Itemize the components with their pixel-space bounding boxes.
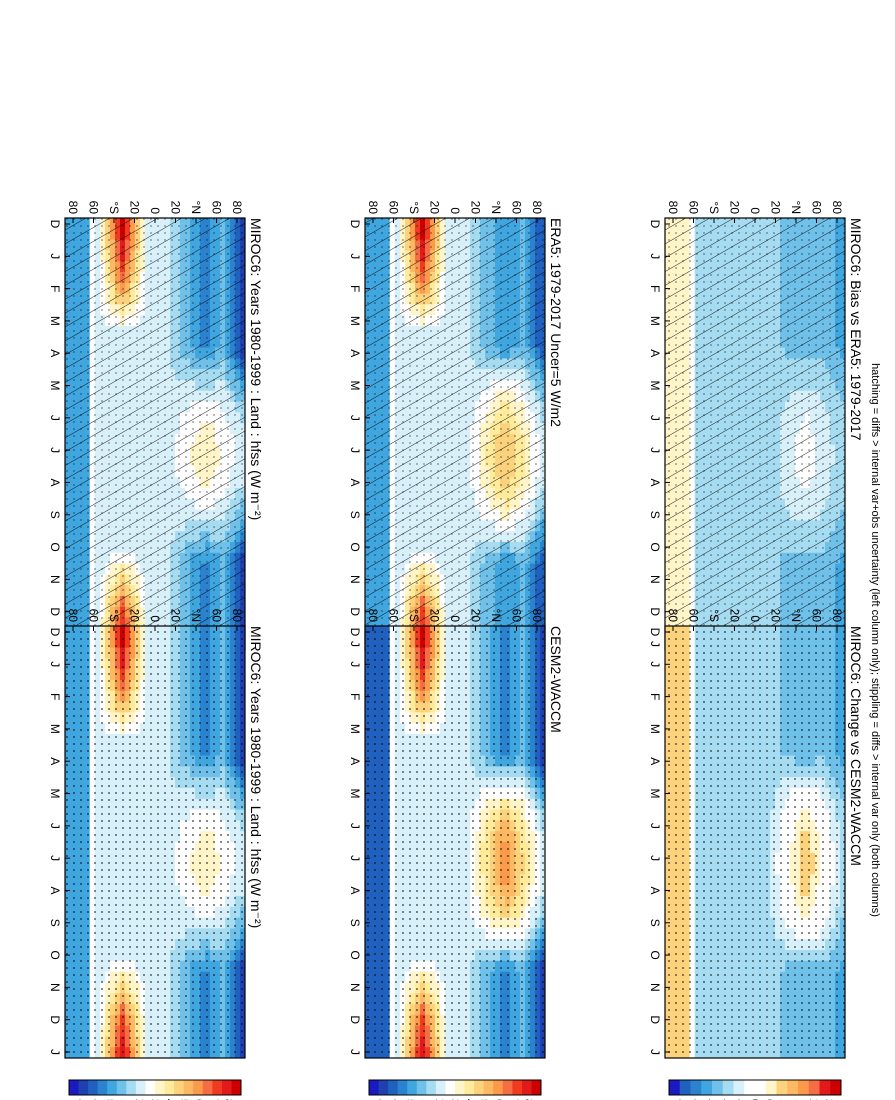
colorbar-segment [183,1080,194,1095]
colorbar-segment [202,1080,213,1095]
x-tick-label: D [348,220,362,229]
y-tick-label: 0 [148,615,162,622]
y-tick-label: 20 [169,201,183,215]
x-tick-label: M [48,724,62,734]
panel-title: ERA5: 1979-2017 Uncer=5 W/m2 [548,218,564,427]
colorbar-segment [145,1080,155,1095]
y-tick-label: °N [189,201,203,214]
x-tick-label: J [348,415,362,421]
x-tick-label: F [48,693,62,700]
panel-title: MIROC6: Years 1980-1999 : Land : hfss (W… [248,626,264,928]
y-tick-label: 80 [66,201,80,215]
colorbar-segment [68,1080,79,1095]
x-tick-label: O [48,950,62,959]
y-tick-label: 60 [387,201,401,215]
colorbar-segment [97,1080,108,1095]
y-tick-label: 60 [87,609,101,623]
y-tick-label: 20 [169,609,183,623]
colorbar-segment [154,1080,165,1095]
y-tick-label: 80 [230,201,244,215]
x-tick-label: M [48,316,62,326]
y-tick-label: °S [407,201,421,214]
y-tick-label: °N [189,609,203,622]
x-tick-label: D [48,1015,62,1024]
x-tick-label: D [348,607,362,616]
x-tick-label: J [48,661,62,667]
colorbar-segment [164,1080,175,1095]
x-tick-label: M [48,789,62,799]
panel-cesm2: CESM2-WACCMDJFMAMJJASONDJ8060°N20020°S60… [348,609,564,1100]
x-tick-label: O [348,542,362,551]
x-tick-label: J [48,415,62,421]
y-tick-label: °S [107,609,121,622]
y-tick-label: 60 [510,201,524,215]
y-tick-label: 80 [230,609,244,623]
x-tick-label: J [48,641,62,647]
x-tick-label: J [348,641,362,647]
colorbar-segment [221,1080,232,1095]
colorbar-segment [231,1080,241,1095]
colorbar-segment [192,1080,203,1095]
y-tick-label: 60 [210,609,224,623]
x-tick-label: M [48,381,62,391]
x-tick-label: S [48,511,62,519]
y-tick-label: 20 [128,609,142,623]
y-tick-label: 80 [366,201,380,215]
stippling-overlay [365,218,545,650]
x-tick-label: S [348,511,362,519]
colorbar-segment [87,1080,98,1095]
x-tick-label: A [48,757,62,765]
x-tick-label: J [48,253,62,259]
y-tick-label: °N [489,201,503,214]
y-tick-label: 60 [210,201,224,215]
y-tick-label: °S [107,201,121,214]
x-tick-label: A [48,886,62,894]
x-tick-label: A [348,478,362,486]
x-tick-label: D [48,628,62,637]
colorbar-segment [78,1080,89,1095]
y-tick-label: 0 [448,207,462,214]
x-tick-label: F [348,285,362,292]
x-tick-label: A [348,349,362,357]
x-tick-label: A [48,478,62,486]
x-tick-label: J [48,1049,62,1055]
rotated-figure-group: MIROC6: Years 1980-1999 : Land : hfss (W… [48,201,881,1100]
stippling-overlay [65,626,245,1058]
colorbar-segment [106,1080,117,1095]
y-tick-label: 20 [469,201,483,215]
x-tick-label: J [48,855,62,861]
colorbar-segment [135,1080,146,1095]
x-tick-label: O [48,542,62,551]
colorbar-segment [173,1080,184,1095]
y-tick-label: 20 [128,201,142,215]
y-tick-label: 80 [66,609,80,623]
colorbar-segment [116,1080,127,1095]
stippling-overlay [65,218,245,650]
panel-title: MIROC6: Years 1980-1999 : Land : hfss (W… [248,218,264,520]
x-tick-label: A [48,349,62,357]
x-tick-label: D [48,220,62,229]
x-tick-label: N [348,575,362,584]
y-tick-label: 0 [148,207,162,214]
panel-miroc6-abs-2: MIROC6: Years 1980-1999 : Land : hfss (W… [48,609,264,1100]
x-tick-label: J [48,823,62,829]
y-tick-label: 60 [87,201,101,215]
x-tick-label: M [348,381,362,391]
x-tick-label: D [48,607,62,616]
x-tick-label: N [48,575,62,584]
x-tick-label: J [48,447,62,453]
x-tick-label: S [48,919,62,927]
y-tick-label: 20 [428,201,442,215]
x-tick-label: F [48,285,62,292]
y-tick-label: 80 [530,201,544,215]
panel-miroc6-abs: MIROC6: Years 1980-1999 : Land : hfss (W… [48,201,264,709]
x-tick-label: N [48,983,62,992]
x-tick-label: J [348,447,362,453]
colorbar-segment [126,1080,136,1095]
x-tick-label: M [348,316,362,326]
x-tick-label: J [348,253,362,259]
colorbar-segment [212,1080,222,1095]
